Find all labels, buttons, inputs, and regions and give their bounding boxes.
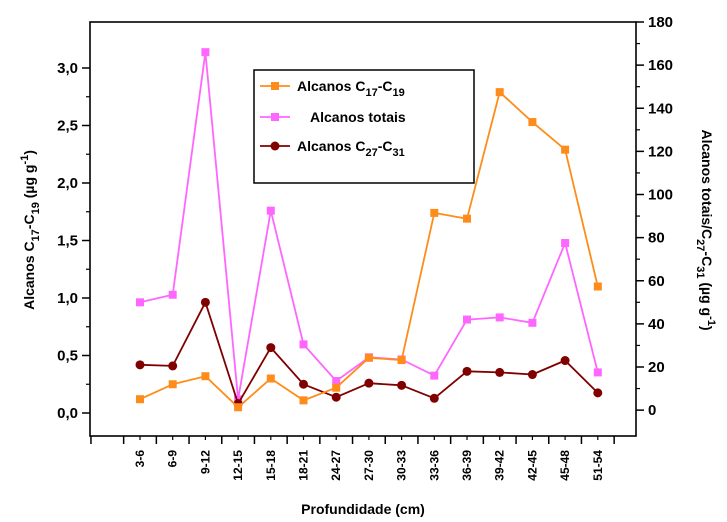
right-tick-label: 60 [648, 273, 665, 290]
x-tick-label: 9-12 [198, 450, 212, 474]
data-point [527, 370, 537, 380]
series-0 [136, 88, 602, 412]
data-point [168, 361, 178, 371]
legend-marker-c27-c31 [270, 141, 280, 151]
data-point [495, 88, 504, 97]
data-point [299, 379, 308, 389]
plot-frame [89, 21, 637, 437]
data-point [266, 206, 275, 215]
right-axis: 0 20 40 60 80 100 120 140 160 180 [636, 14, 673, 419]
x-tick-label: 51-54 [591, 450, 605, 481]
data-point [495, 367, 505, 377]
data-point [430, 208, 439, 217]
x-tick-label: 30-33 [395, 450, 409, 481]
data-point [201, 48, 210, 57]
x-tick-label: 36-39 [460, 450, 474, 481]
left-axis: 0,0 0,5 1,0 1,5 2,0 2,5 3,0 [57, 60, 90, 422]
left-tick-label: 1,0 [57, 290, 78, 307]
legend: Alcanos C17-C19 Alcanos totais Alcanos C… [253, 69, 475, 184]
series-2 [135, 297, 603, 409]
legend-label-c27-c31: Alcanos C27-C31 [297, 138, 405, 159]
legend-item-c17-c19: Alcanos C17-C19 [260, 78, 405, 99]
data-point [299, 396, 308, 405]
data-point [136, 395, 144, 404]
legend-marker-c17-c19 [271, 82, 279, 90]
x-tick-label: 24-27 [329, 450, 343, 481]
legend-marker-totais [271, 113, 279, 121]
data-point [331, 392, 341, 402]
data-point [528, 118, 537, 127]
right-tick-label: 20 [648, 359, 665, 376]
data-point [200, 297, 210, 307]
data-point [528, 318, 537, 327]
left-tick-label: 1,5 [57, 233, 78, 250]
data-point [364, 378, 374, 388]
right-tick-label: 0 [648, 402, 656, 419]
right-tick-label: 160 [648, 57, 673, 74]
right-tick-label: 120 [648, 143, 673, 160]
series-line [139, 301, 599, 405]
x-tick-label: 6-9 [166, 450, 180, 468]
x-tick-label: 12-15 [231, 450, 245, 481]
left-tick-label: 3,0 [57, 60, 78, 77]
legend-label-c17-c19: Alcanos C17-C19 [297, 78, 405, 99]
left-tick-label: 0,0 [57, 405, 78, 422]
data-point [168, 290, 177, 299]
legend-item-c27-c31: Alcanos C27-C31 [260, 138, 405, 159]
right-tick-label: 100 [648, 187, 673, 204]
data-point [463, 315, 471, 324]
left-axis-title: Alcanos C17-C19 (µg g-1) [19, 150, 42, 310]
x-tick-label: 15-18 [264, 450, 278, 481]
right-axis-title: Alcanos totais/C27-C31 (µg g-1) [694, 129, 717, 330]
left-tick-label: 0,5 [57, 348, 78, 365]
data-point [397, 380, 407, 390]
legend-item-totais: Alcanos totais [260, 109, 406, 125]
x-axis-title: Profundidade (cm) [301, 501, 425, 517]
x-tick-label: 45-48 [558, 450, 572, 481]
x-tick-label: 18-21 [297, 450, 311, 481]
x-axis: 3-6 6-9 9-12 12-15 15-18 18-21 24-27 27-30 30-33… [90, 436, 615, 481]
x-tick-label: 33-36 [427, 450, 441, 481]
data-point [561, 145, 570, 154]
x-tick-label: 42-45 [525, 450, 539, 481]
data-point [266, 343, 276, 353]
data-point [201, 372, 210, 381]
data-point [429, 393, 439, 403]
right-tick-label: 180 [648, 14, 673, 31]
data-point [332, 377, 341, 386]
right-tick-label: 140 [648, 100, 673, 117]
data-point [364, 353, 373, 362]
data-point [430, 371, 439, 380]
legend-label-totais: Alcanos totais [310, 109, 406, 125]
data-point [561, 239, 570, 248]
data-point [560, 356, 570, 366]
x-tick-label: 39-42 [493, 450, 507, 481]
left-tick-label: 2,5 [57, 118, 78, 135]
data-point [462, 366, 472, 376]
right-tick-label: 80 [648, 230, 665, 247]
data-point [135, 360, 145, 370]
left-tick-label: 2,0 [57, 175, 78, 192]
data-point [332, 383, 341, 392]
x-tick-label: 3-6 [133, 450, 147, 468]
data-point [168, 380, 177, 389]
legend-box [253, 69, 475, 184]
data-point [266, 374, 275, 383]
right-tick-label: 40 [648, 316, 665, 333]
data-point [234, 403, 243, 412]
data-point [299, 340, 308, 349]
series-layer [135, 48, 603, 412]
data-point [593, 388, 603, 398]
data-point [463, 214, 471, 223]
data-point [593, 368, 602, 377]
data-point [593, 282, 602, 291]
x-tick-label: 27-30 [362, 450, 376, 481]
data-point [397, 356, 406, 365]
data-point [495, 313, 504, 322]
data-point [136, 298, 144, 307]
